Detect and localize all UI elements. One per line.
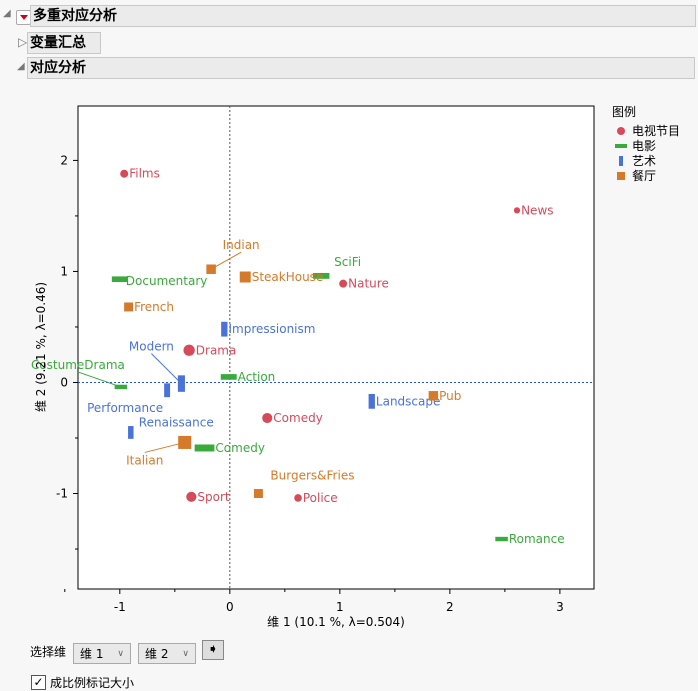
legend-label-2: 艺术	[632, 154, 656, 168]
point-label-romance: Romance	[509, 532, 565, 546]
point-label-documentary: Documentary	[126, 274, 208, 288]
point-impressionism	[221, 321, 228, 337]
point-steakhouse	[239, 271, 251, 283]
point-pub	[428, 391, 439, 401]
point-label-steakhouse: SteakHouse	[252, 270, 324, 284]
x-axis-label: 维 1 (10.1 %, λ=0.504)	[267, 615, 405, 629]
leader-line	[77, 371, 122, 388]
point-label-scifi: SciFi	[334, 255, 361, 269]
point-label-pub: Pub	[439, 389, 461, 403]
outline-header-summary[interactable]: 变量汇总	[27, 32, 101, 54]
legend-label-1: 电影	[632, 139, 656, 153]
point-label-indian: Indian	[223, 238, 260, 252]
leader-line	[151, 353, 182, 384]
point-label-films: Films	[129, 167, 160, 181]
legend-marker-0	[617, 127, 625, 135]
point-label-comedy: Comedy	[215, 441, 265, 455]
arrow-right-icon: ➧	[207, 642, 219, 657]
chevron-down-icon: ∨	[182, 649, 189, 659]
point-documentary	[111, 276, 128, 283]
point-sport	[186, 491, 197, 502]
point-label-costumedrama: CostumeDrama	[31, 358, 125, 372]
x-tick-label: 2	[446, 600, 454, 614]
legend-marker-1	[615, 144, 627, 148]
point-label-police: Police	[303, 491, 338, 505]
point-action	[220, 374, 237, 380]
collapse-icon[interactable]: ◢	[3, 8, 11, 19]
expand-icon[interactable]: ▷	[18, 35, 28, 49]
dim-y-select[interactable]: 维 2 ∨	[138, 643, 196, 664]
x-tick-label: 0	[226, 600, 234, 614]
x-tick-label: 3	[556, 600, 564, 614]
collapse-icon[interactable]: ◢	[17, 61, 25, 72]
point-label-nature: Nature	[348, 277, 389, 291]
y-axis-label: 维 2 (9.21 %, λ=0.46)	[34, 282, 48, 412]
point-films	[120, 169, 129, 178]
point-comedy	[262, 412, 273, 424]
point-news	[513, 207, 521, 214]
dim-x-value: 维 1	[80, 647, 104, 661]
point-label-modern: Modern	[129, 340, 174, 354]
outline-header-main[interactable]: 多重对应分析	[30, 5, 696, 27]
y-tick-label: -1	[56, 487, 68, 501]
point-label-action: Action	[238, 370, 276, 384]
point-label-sport: Sport	[197, 490, 230, 504]
point-label-comedy: Comedy	[273, 411, 323, 425]
point-label-italian: Italian	[126, 453, 163, 467]
point-french	[124, 302, 134, 312]
point-label-french: French	[134, 300, 174, 314]
point-label-burgersfries: Burgers&Fries	[270, 469, 354, 483]
point-label-news: News	[521, 203, 553, 217]
dim-y-value: 维 2	[145, 647, 169, 661]
point-label-renaissance: Renaissance	[139, 415, 214, 429]
point-landscape	[368, 393, 375, 409]
point-label-landscape: Landscape	[376, 394, 440, 408]
point-nature	[339, 279, 348, 288]
legend-marker-3	[617, 172, 625, 180]
point-comedy	[194, 444, 215, 452]
outline-header-ca[interactable]: 对应分析	[27, 57, 695, 79]
go-button[interactable]: ➧	[202, 640, 224, 660]
chevron-down-icon: ∨	[117, 649, 124, 659]
legend-label-0: 电视节目	[632, 123, 680, 138]
leader-line	[144, 441, 185, 453]
scale-marker-label: 成比例标记大小	[50, 676, 135, 690]
point-label-performance: Performance	[87, 401, 163, 415]
scale-marker-checkbox[interactable]: ✓	[31, 675, 46, 690]
leader-line	[210, 251, 242, 270]
point-performance	[164, 383, 171, 398]
point-label-impressionism: Impressionism	[228, 322, 315, 336]
point-drama	[183, 344, 195, 356]
point-romance	[495, 536, 508, 542]
x-tick-label: 1	[336, 600, 344, 614]
y-tick-label: 0	[60, 375, 68, 389]
legend-marker-2	[619, 156, 623, 166]
legend-title: 图例	[612, 105, 636, 119]
y-tick-label: 2	[60, 153, 68, 167]
legend-label-3: 餐厅	[632, 168, 656, 183]
y-tick-label: 1	[60, 264, 68, 278]
x-tick-label: -1	[114, 600, 126, 614]
point-burgersfries	[253, 489, 263, 498]
point-label-drama: Drama	[196, 343, 237, 357]
point-renaissance	[128, 426, 134, 439]
point-police	[294, 494, 302, 502]
plot-frame	[77, 105, 595, 590]
dim-x-select[interactable]: 维 1 ∨	[73, 643, 131, 664]
point-scifi	[312, 272, 330, 279]
select-dim-label: 选择维	[30, 645, 67, 659]
